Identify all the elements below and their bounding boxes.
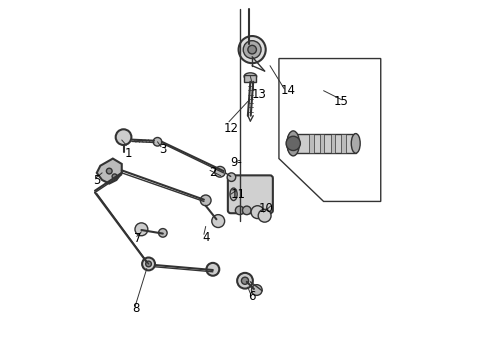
Circle shape — [116, 129, 131, 145]
Circle shape — [146, 261, 151, 267]
Circle shape — [248, 45, 256, 54]
Text: 11: 11 — [230, 188, 245, 201]
Text: 6: 6 — [248, 289, 256, 303]
Circle shape — [227, 173, 236, 181]
Circle shape — [106, 168, 112, 174]
Text: 15: 15 — [334, 95, 349, 108]
FancyBboxPatch shape — [228, 175, 273, 213]
Bar — [309, 134, 314, 153]
Ellipse shape — [230, 188, 237, 201]
Circle shape — [243, 206, 251, 215]
Text: 3: 3 — [159, 143, 167, 156]
Ellipse shape — [244, 73, 257, 80]
Ellipse shape — [351, 134, 360, 153]
Circle shape — [200, 195, 211, 206]
Circle shape — [243, 41, 261, 59]
Circle shape — [212, 215, 224, 228]
Circle shape — [206, 263, 220, 276]
Text: 10: 10 — [259, 202, 274, 215]
Bar — [245, 75, 256, 82]
Circle shape — [239, 36, 266, 63]
Ellipse shape — [287, 131, 299, 156]
Bar — [320, 134, 324, 153]
Circle shape — [237, 273, 253, 289]
Circle shape — [142, 257, 155, 270]
Text: 7: 7 — [134, 233, 142, 246]
Text: 4: 4 — [202, 231, 209, 244]
Text: 14: 14 — [280, 84, 295, 97]
Text: 5: 5 — [93, 174, 100, 186]
Polygon shape — [97, 158, 122, 184]
Text: 8: 8 — [132, 302, 140, 315]
Circle shape — [159, 229, 167, 237]
Circle shape — [153, 138, 162, 146]
Text: 9-: 9- — [230, 156, 242, 168]
Text: 1: 1 — [125, 147, 133, 160]
Circle shape — [251, 285, 262, 296]
Ellipse shape — [287, 134, 296, 153]
Bar — [292, 134, 356, 153]
Bar — [331, 134, 335, 153]
Circle shape — [112, 174, 117, 179]
Circle shape — [215, 166, 225, 177]
Bar — [342, 134, 346, 153]
Circle shape — [242, 277, 248, 284]
Text: 2: 2 — [209, 166, 217, 179]
Circle shape — [251, 206, 264, 219]
Circle shape — [235, 206, 244, 215]
Circle shape — [135, 223, 148, 236]
Text: 13: 13 — [252, 88, 267, 101]
Circle shape — [286, 136, 300, 150]
Text: 12: 12 — [223, 122, 238, 135]
Circle shape — [258, 209, 271, 222]
